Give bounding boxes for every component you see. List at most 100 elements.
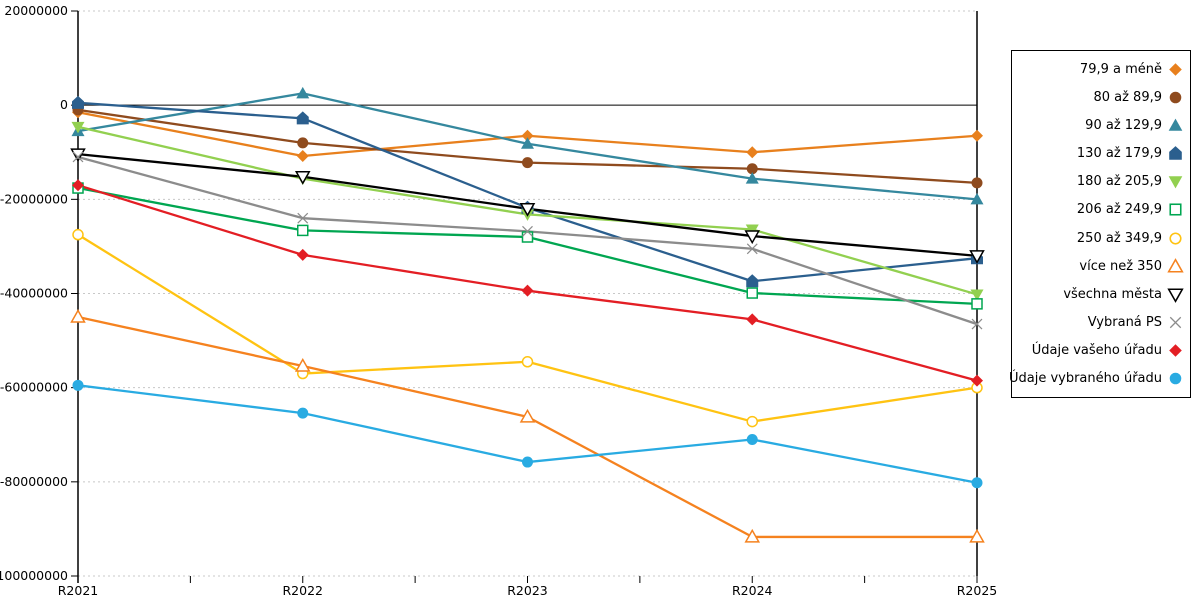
legend-label: 130 až 179,9 xyxy=(1076,146,1162,162)
triangle-down-marker-icon xyxy=(1167,173,1184,190)
circle-marker xyxy=(746,415,758,428)
legend-item: všechna města xyxy=(1012,281,1190,308)
open-square-marker-icon xyxy=(1167,201,1184,218)
triangle-up-marker xyxy=(745,172,759,184)
triangle-down-marker xyxy=(1168,176,1183,189)
y-axis-label: -40000000 xyxy=(0,286,68,301)
diamond-marker xyxy=(971,374,983,387)
diamond-marker-icon xyxy=(1167,61,1184,78)
diamond-marker xyxy=(746,313,759,326)
diamond-marker xyxy=(971,129,983,142)
diamond-marker-icon xyxy=(1167,342,1184,359)
legend-item: 206 až 249,9 xyxy=(1012,196,1190,223)
x-marker xyxy=(1169,316,1182,329)
open-circle-marker-icon xyxy=(1167,230,1184,247)
legend-item: Vybraná PS xyxy=(1012,309,1190,336)
y-axis-label: 0 xyxy=(60,97,68,112)
legend-item: 90 až 129,9 xyxy=(1012,112,1190,139)
square-marker xyxy=(1169,203,1182,216)
triangle-down-marker xyxy=(745,224,759,236)
x-axis-label: R2022 xyxy=(283,583,324,598)
triangle-down-marker xyxy=(970,289,984,301)
y-axis-label: -60000000 xyxy=(0,380,68,395)
legend-label: všechna města xyxy=(1063,286,1162,302)
y-axis-label: 20000000 xyxy=(4,3,68,18)
triangle-down-marker xyxy=(1167,288,1184,303)
legend-label: 250 až 349,9 xyxy=(1076,230,1162,246)
legend-item: Údaje vašeho úřadu xyxy=(1012,337,1190,364)
circle-marker-icon xyxy=(1167,370,1184,387)
legend-item: 130 až 179,9 xyxy=(1012,140,1190,167)
legend-item: 250 až 349,9 xyxy=(1012,225,1190,252)
triangle-up-marker xyxy=(744,528,761,543)
pentagon-marker xyxy=(1169,146,1182,160)
x-axis-label: R2025 xyxy=(957,583,998,598)
circle-marker xyxy=(746,163,758,175)
pentagon-marker xyxy=(746,274,759,288)
square-marker xyxy=(971,298,983,310)
circle-marker xyxy=(521,356,534,368)
circle-marker xyxy=(297,407,309,419)
circle-marker xyxy=(971,477,983,489)
circle-marker xyxy=(522,456,533,468)
legend-label: 79,9 a méně xyxy=(1079,61,1162,77)
diamond-marker xyxy=(1169,62,1182,76)
legend-item: 180 až 205,9 xyxy=(1012,168,1190,195)
pentagon-marker-icon xyxy=(1167,145,1184,162)
legend: 79,9 a méně 80 až 89,9 90 až 129,9 130 a… xyxy=(1008,50,1191,398)
x-marker xyxy=(746,243,758,255)
x-marker xyxy=(297,212,309,224)
legend-label: 80 až 89,9 xyxy=(1093,89,1162,105)
circle-marker xyxy=(297,137,309,149)
circle-marker xyxy=(72,379,84,391)
legend-label: 90 až 129,9 xyxy=(1085,117,1162,133)
triangle-up-marker-icon xyxy=(1167,117,1184,134)
triangle-up-marker xyxy=(1167,257,1184,273)
diamond-marker xyxy=(521,284,534,297)
legend-label: 180 až 205,9 xyxy=(1076,174,1162,190)
circle-marker xyxy=(522,157,533,169)
legend-label: Údaje vybraného úřadu xyxy=(1008,371,1162,387)
open-triangle-down-marker-icon xyxy=(1167,286,1184,303)
circle-marker xyxy=(1169,91,1182,104)
square-marker xyxy=(746,287,758,299)
circle-marker xyxy=(1169,373,1182,385)
series-line-7 xyxy=(76,315,979,539)
diamond-marker xyxy=(521,129,534,142)
triangle-down-marker xyxy=(71,121,85,134)
series-line-11 xyxy=(76,384,979,484)
x-axis-label: R2023 xyxy=(507,583,548,598)
triangle-up-marker xyxy=(70,309,86,323)
circle-marker xyxy=(1169,231,1182,245)
x-marker xyxy=(72,151,84,163)
triangle-down-marker xyxy=(70,148,86,163)
pentagon-marker xyxy=(296,111,309,125)
triangle-down-marker xyxy=(969,250,985,264)
triangle-up-marker xyxy=(521,137,534,149)
y-axis-label: -80000000 xyxy=(0,474,68,489)
diamond-marker xyxy=(72,179,84,192)
circle-marker xyxy=(971,177,983,189)
square-marker xyxy=(297,224,309,237)
triangle-down-marker xyxy=(519,203,536,217)
diamond-marker xyxy=(746,146,759,159)
legend-item: Údaje vybraného úřadu xyxy=(1008,365,1190,392)
circle-marker-icon xyxy=(1167,89,1184,106)
triangle-up-marker xyxy=(970,192,984,205)
diamond-marker xyxy=(296,150,309,163)
x-axis-label: R2021 xyxy=(58,583,99,598)
legend-label: Údaje vašeho úřadu xyxy=(1031,343,1162,359)
legend-item: 79,9 a méně xyxy=(1012,56,1190,83)
x-marker xyxy=(971,318,983,330)
legend-item: více než 350 xyxy=(1012,253,1190,280)
x-axis-label: R2024 xyxy=(732,583,773,598)
open-triangle-up-marker-icon xyxy=(1167,257,1184,275)
square-marker xyxy=(521,231,534,243)
legend-label: 206 až 249,9 xyxy=(1076,202,1162,218)
pentagon-marker xyxy=(72,95,84,109)
legend-item: 80 až 89,9 xyxy=(1012,84,1190,111)
circle-marker xyxy=(72,228,84,241)
y-axis-label: -20000000 xyxy=(0,191,68,206)
